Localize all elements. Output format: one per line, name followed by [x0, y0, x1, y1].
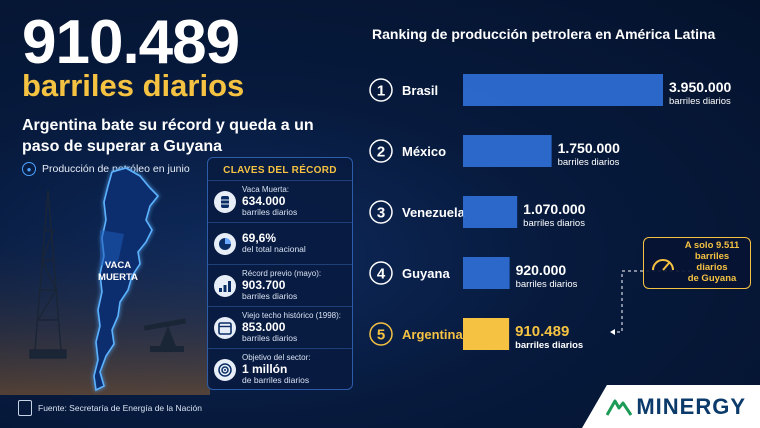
clave-label: Récord previo (mayo): [242, 268, 322, 278]
clave-item: Objetivo del sector: 1 millón de barrile… [208, 348, 352, 390]
target-icon [214, 358, 236, 381]
clave-item: Vaca Muerta: 634.000 barriles diarios [208, 180, 352, 222]
bar [463, 135, 552, 167]
clave-unit: de barriles diarios [242, 374, 310, 385]
clave-item: Récord previo (mayo): 903.700 barriles d… [208, 264, 352, 306]
clave-label: Vaca Muerta: [242, 184, 289, 194]
unit-label: barriles diarios [669, 96, 731, 107]
headline-number: 910.489 [22, 8, 240, 77]
value-label: 1.070.000 [523, 201, 585, 217]
badge-line3: de Guyana [687, 272, 737, 284]
mountain-logo-icon [606, 399, 633, 416]
chart-title: Ranking de producción petrolera en Améri… [372, 26, 716, 42]
map-label-line1: VACA [105, 260, 131, 271]
category-label: Venezuela [402, 205, 466, 220]
subtitle: Producción de petróleo en junio [42, 163, 190, 175]
rank-circle [369, 322, 393, 346]
subtitle-row: ● Producción de petróleo en junio [22, 162, 190, 176]
category-label: Brasil [402, 83, 438, 98]
rank-circle [369, 139, 393, 163]
bar [463, 257, 510, 289]
value-label: 910.489 [515, 323, 569, 340]
rank-number: 2 [377, 144, 385, 161]
clave-value: 853.000 [242, 319, 286, 334]
bar [463, 74, 663, 106]
source-footer: Fuente: Secretaría de Energía de la Naci… [18, 400, 202, 416]
value-label: 3.950.000 [669, 79, 731, 95]
clave-value: 69,6% [242, 231, 277, 246]
category-label: Argentina [402, 327, 463, 342]
oil-rig-icon [29, 189, 67, 359]
unit-label: barriles diarios [515, 340, 583, 351]
map-illustration: VACA MUERTA [0, 167, 210, 395]
clave-label: Objetivo del sector: [242, 352, 311, 362]
logo-text: MINERGY [636, 393, 746, 419]
clave-unit: barriles diarios [242, 290, 298, 301]
calendar-icon [214, 316, 236, 339]
oil-drop-icon: ● [22, 162, 36, 176]
rank-circle [369, 261, 393, 285]
bar [463, 196, 518, 228]
argentina-map: VACA MUERTA [0, 150, 210, 395]
rank-number: 4 [377, 266, 386, 283]
rank-number: 3 [377, 205, 385, 222]
gauge-icon [652, 259, 674, 271]
claves-title: CLAVES DEL RÉCORD [223, 165, 337, 176]
headline-unit: barriles diarios [22, 68, 245, 103]
clave-value: 634.000 [242, 193, 286, 208]
clave-value: 903.700 [242, 277, 286, 292]
headline-title: Argentina bate su récord y queda a un pa… [22, 117, 314, 155]
rank-circle [369, 200, 393, 224]
unit-label: barriles diarios [516, 279, 578, 290]
connector-arrow [610, 329, 615, 335]
map-label-line2: MUERTA [98, 272, 138, 283]
category-label: México [402, 144, 446, 159]
clave-unit: barriles diarios [242, 332, 298, 343]
rising-bars-icon [214, 274, 236, 297]
oil-barrel-icon [214, 190, 236, 213]
badge-line1: A solo 9.511 [684, 240, 740, 252]
source-text: Fuente: Secretaría de Energía de la Naci… [38, 403, 202, 413]
clave-item: Viejo techo histórico (1998): 853.000 ba… [208, 306, 352, 348]
value-label: 920.000 [516, 262, 567, 278]
rank-number: 1 [377, 83, 385, 100]
clave-unit: barriles diarios [242, 206, 298, 217]
clave-item: 69,6% del total nacional [208, 222, 352, 264]
unit-label: barriles diarios [558, 157, 620, 168]
category-label: Guyana [402, 266, 450, 281]
clave-label: Viejo techo histórico (1998): [242, 310, 342, 320]
value-label: 1.750.000 [558, 140, 620, 156]
clave-unit: del total nacional [242, 244, 306, 255]
bar [463, 318, 510, 350]
claves-panel: CLAVES DEL RÉCORD Vaca Muerta: 634.000 b… [207, 157, 353, 390]
document-icon [18, 400, 32, 416]
minergy-logo: MINERGY [582, 385, 760, 428]
pie-chart-icon [214, 232, 236, 255]
pumpjack-icon [143, 318, 187, 352]
clave-value: 1 millón [242, 361, 288, 376]
badge-line2: barriles diarios [694, 251, 730, 273]
unit-label: barriles diarios [523, 218, 585, 229]
rank-number: 5 [377, 327, 385, 344]
rank-circle [369, 78, 393, 102]
guyana-gap-badge: A solo 9.511 barriles diarios de Guyana [643, 237, 751, 289]
